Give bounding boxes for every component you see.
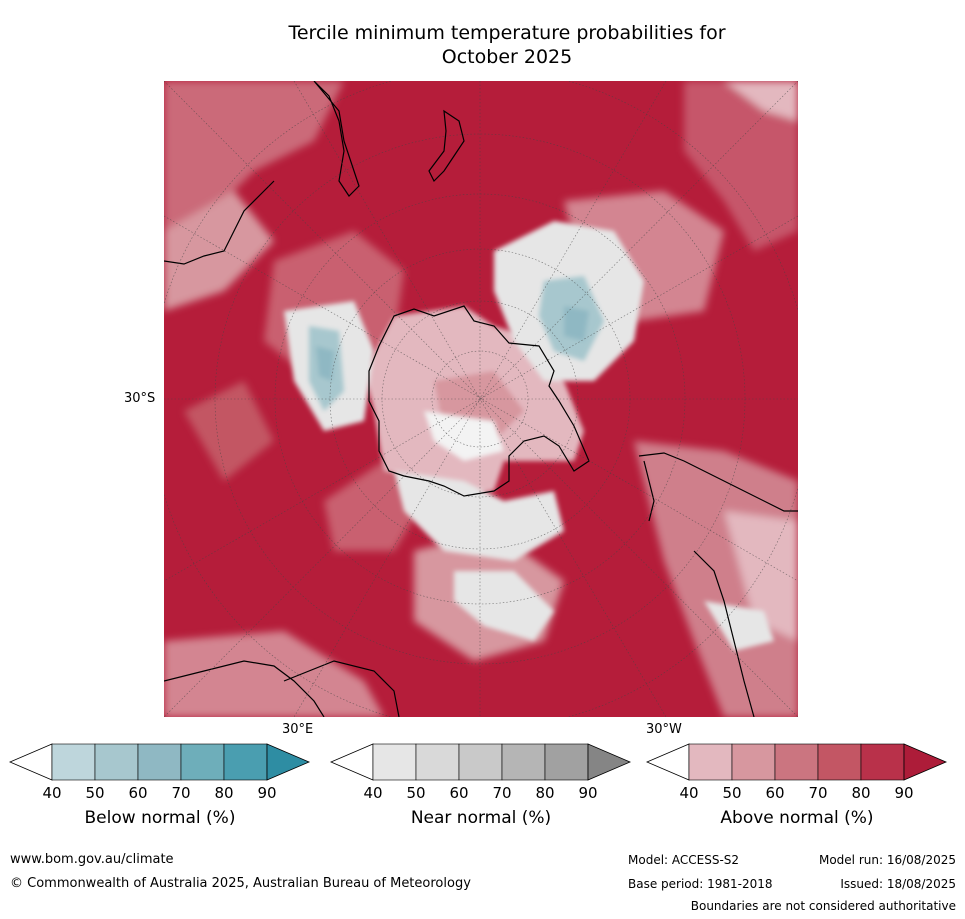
tick: 80	[214, 784, 234, 802]
cbar-above-seg-80	[860, 743, 905, 781]
cbar-below-seg-50	[94, 743, 139, 781]
cbar-below-seg-40	[51, 743, 96, 781]
lon-label-30e: 30°E	[282, 722, 314, 737]
footer-issued: Issued: 18/08/2025	[840, 877, 956, 891]
tick: 90	[894, 784, 914, 802]
tick: 40	[679, 784, 699, 802]
cbar-near-extend-low	[329, 743, 374, 781]
colorbar-near-normal	[329, 743, 632, 781]
cbar-near-seg-80	[544, 743, 589, 781]
tick: 90	[578, 784, 598, 802]
lat-label-30s: 30°S	[124, 391, 156, 406]
below-normal-zones	[309, 276, 604, 411]
footer-disclaimer: Boundaries are not considered authoritat…	[690, 899, 956, 913]
cbar-above-label: Above normal (%)	[720, 808, 874, 828]
cbar-above-seg-40	[688, 743, 733, 781]
tick: 60	[128, 784, 148, 802]
cbar-above-seg-70	[817, 743, 862, 781]
cbar-near-extend-high	[587, 743, 632, 781]
cbar-near-seg-70	[501, 743, 546, 781]
chart-title: Tercile minimum temperature probabilitie…	[0, 21, 965, 69]
cbar-above-extend-high	[903, 743, 948, 781]
tick: 50	[722, 784, 742, 802]
cbar-near-label: Near normal (%)	[410, 808, 552, 828]
cbar-below-extend-low	[8, 743, 53, 781]
footer-base-period: Base period: 1981-2018	[628, 877, 773, 891]
lon-label-30w: 30°W	[646, 722, 682, 737]
cbar-above-extend-low	[645, 743, 690, 781]
graticule	[164, 81, 798, 717]
cbar-below-seg-60	[137, 743, 182, 781]
tick: 70	[171, 784, 191, 802]
tick: 70	[492, 784, 512, 802]
title-line-2: October 2025	[441, 46, 573, 68]
cbar-below-extend-high	[266, 743, 311, 781]
title-line-1: Tercile minimum temperature probabilitie…	[288, 22, 726, 44]
tick: 80	[851, 784, 871, 802]
tick: 60	[449, 784, 469, 802]
colorbar-above-normal	[645, 743, 948, 781]
footer-copyright: © Commonwealth of Australia 2025, Austra…	[10, 876, 471, 891]
tick: 90	[257, 784, 277, 802]
tick: 60	[765, 784, 785, 802]
cbar-below-seg-70	[180, 743, 225, 781]
tick: 80	[535, 784, 555, 802]
tick: 50	[85, 784, 105, 802]
footer-url[interactable]: www.bom.gov.au/climate	[10, 852, 174, 867]
cbar-near-seg-60	[458, 743, 503, 781]
polar-map	[164, 81, 798, 717]
footer-model: Model: ACCESS-S2	[628, 853, 740, 867]
cbar-near-seg-50	[415, 743, 460, 781]
tick: 50	[406, 784, 426, 802]
tick: 40	[363, 784, 383, 802]
coastlines	[164, 81, 798, 717]
cbar-above-seg-60	[774, 743, 819, 781]
cbar-below-label: Below normal (%)	[84, 808, 236, 828]
footer-model-run: Model run: 16/08/2025	[818, 853, 956, 867]
cbar-below-seg-80	[223, 743, 268, 781]
cbar-above-seg-50	[731, 743, 776, 781]
colorbar-below-normal	[8, 743, 311, 781]
near-normal-zones	[284, 221, 774, 651]
tick: 70	[808, 784, 828, 802]
cbar-near-seg-40	[372, 743, 417, 781]
tick: 40	[42, 784, 62, 802]
